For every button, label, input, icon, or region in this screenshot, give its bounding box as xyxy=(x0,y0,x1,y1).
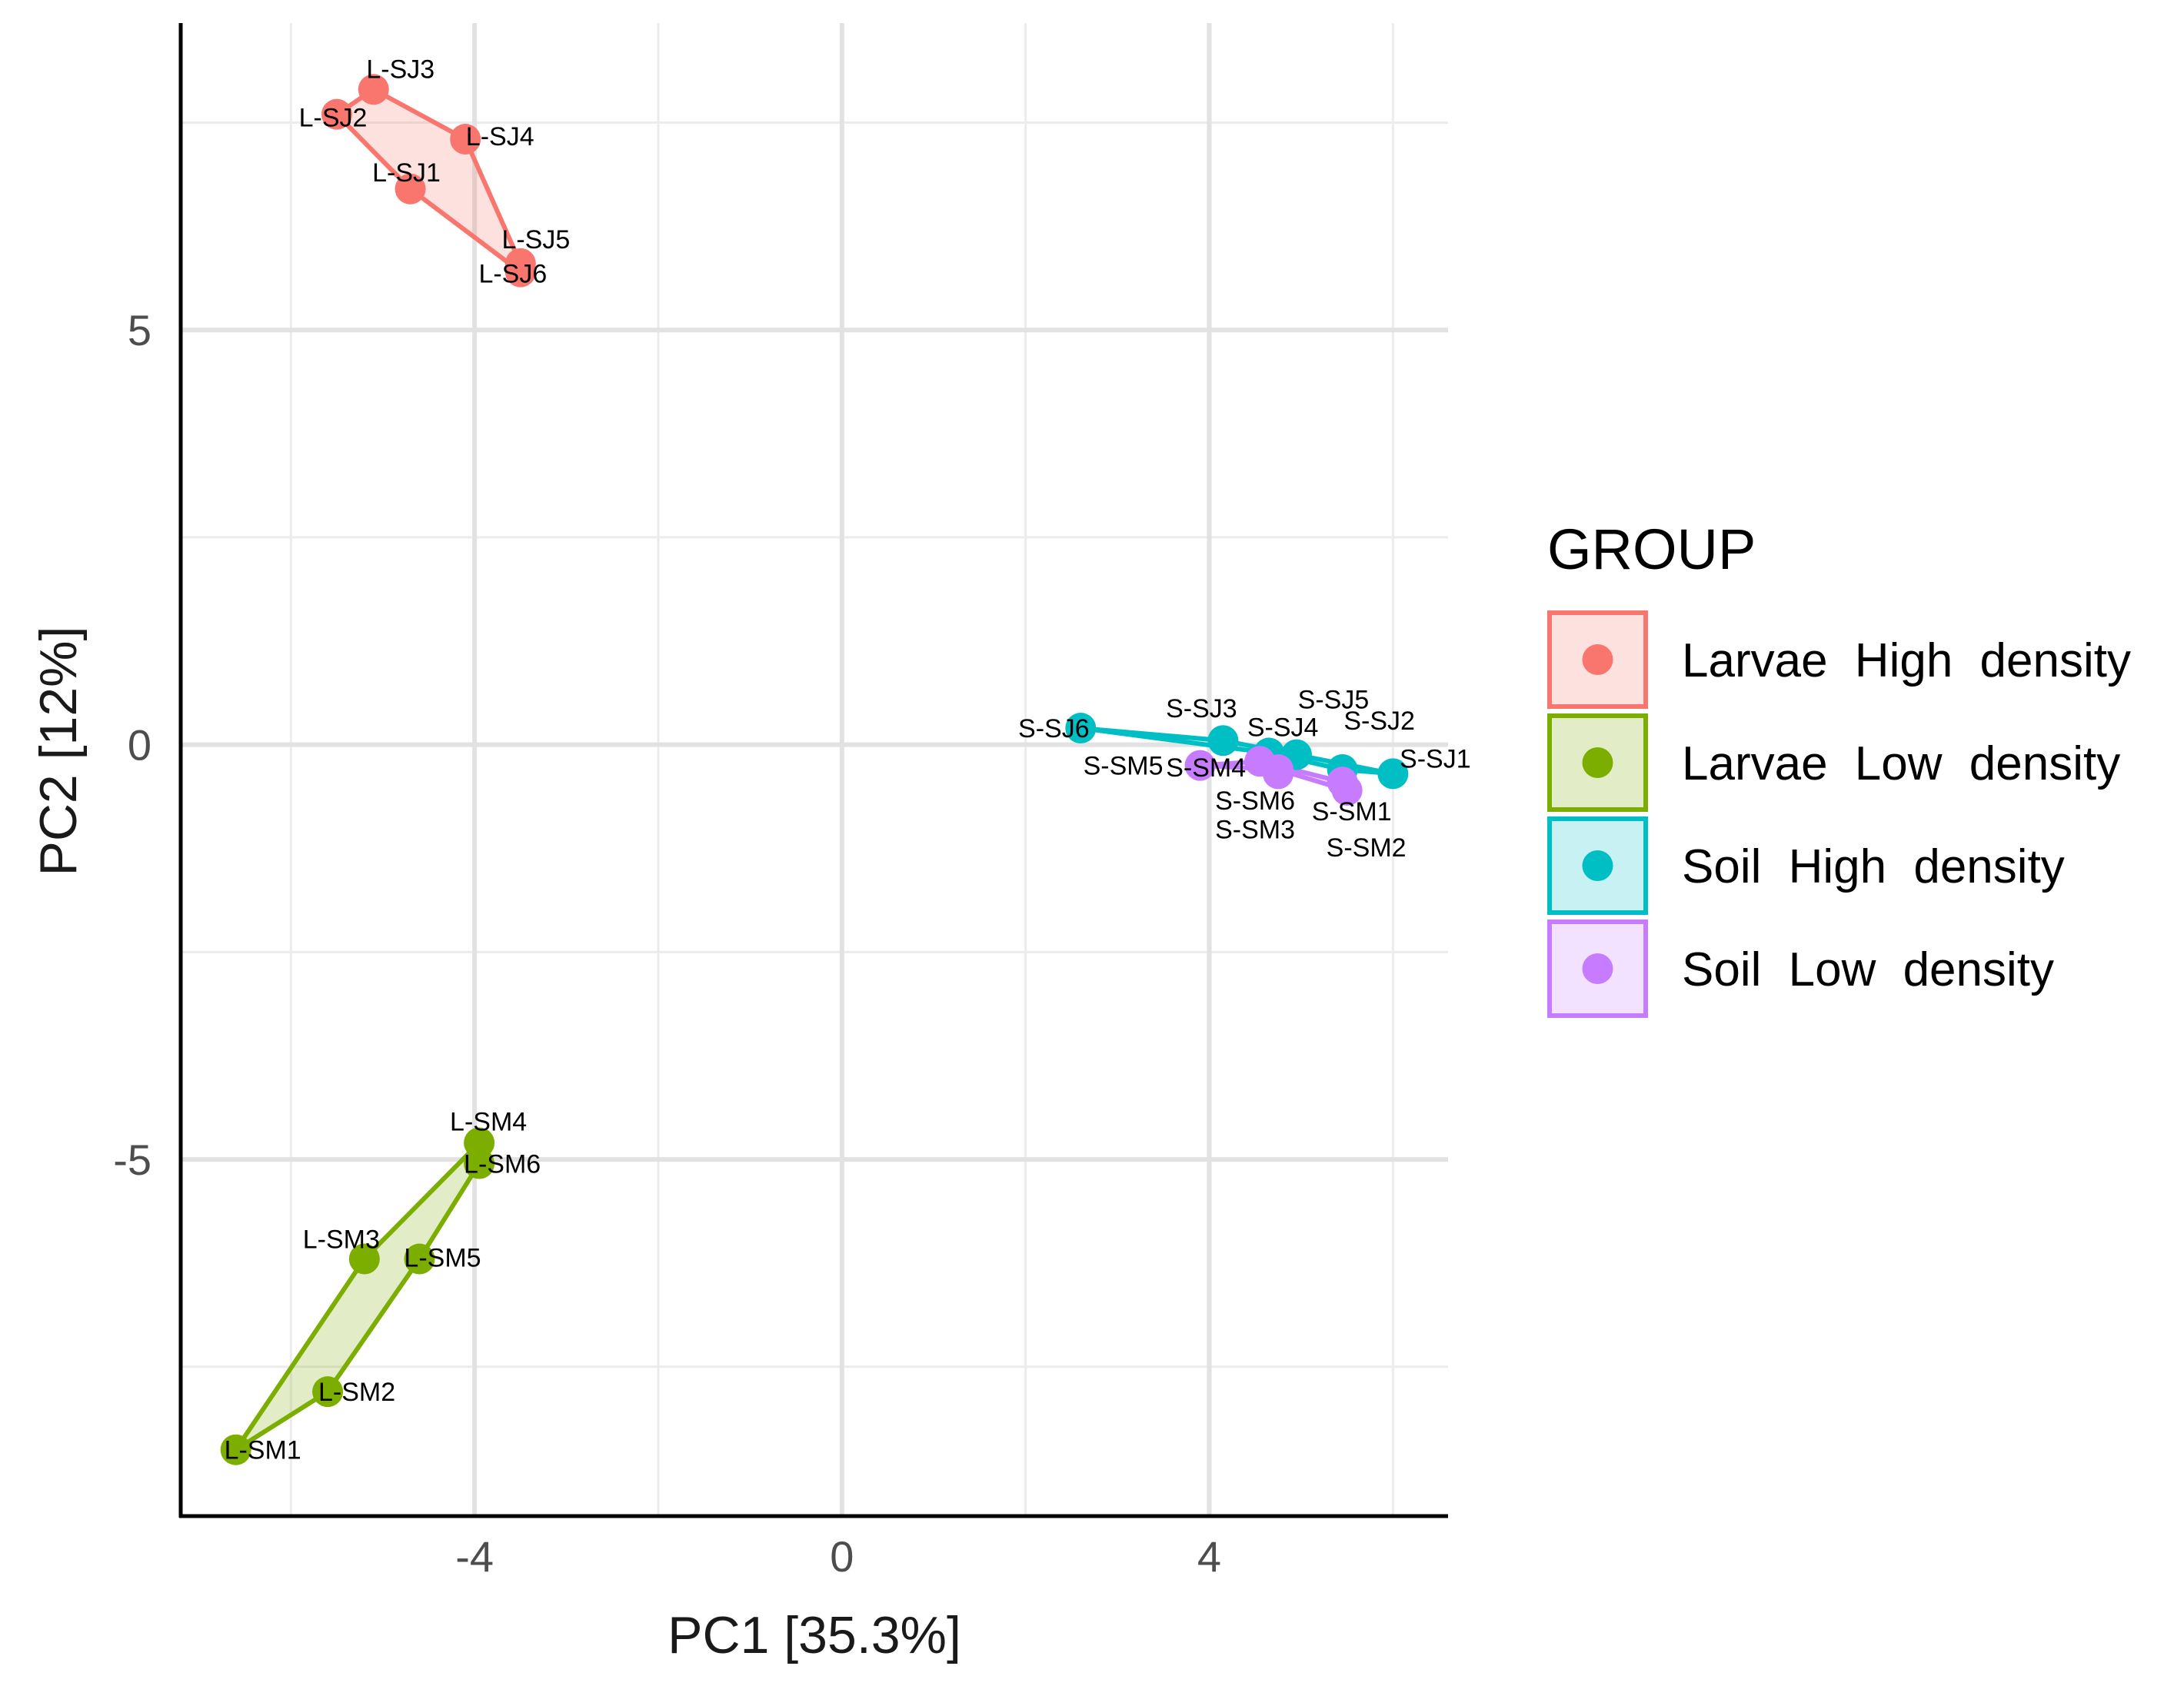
y-tick-label: -5 xyxy=(113,1136,151,1184)
legend-key-point xyxy=(1582,644,1613,675)
data-point xyxy=(404,1243,435,1275)
point-label: L-SM1 xyxy=(225,1436,301,1465)
point-label: S-SJ2 xyxy=(1343,707,1415,736)
y-tick-label: 5 xyxy=(128,306,151,354)
data-point xyxy=(1263,754,1294,785)
point-label: L-SJ2 xyxy=(299,104,368,133)
point-label: L-SM4 xyxy=(450,1108,527,1137)
data-point xyxy=(464,1148,495,1179)
point-label: L-SJ5 xyxy=(501,225,570,254)
point-label: S-SJ6 xyxy=(1018,714,1090,743)
point-label: S-SJ4 xyxy=(1247,713,1319,742)
legend-item: Soil High density xyxy=(1547,816,2065,915)
point-label: L-SM3 xyxy=(303,1225,380,1255)
legend-label: Soil High density xyxy=(1682,840,2065,893)
axes xyxy=(178,23,1448,1518)
point-label: S-SJ5 xyxy=(1298,686,1370,715)
legend-items: Larvae High density Larvae Low density Soi… xyxy=(1547,610,2131,1018)
data-point xyxy=(1207,725,1239,757)
legend-key-point xyxy=(1582,850,1613,881)
point-label: S-SM5 xyxy=(1084,752,1164,781)
legend-key-point xyxy=(1582,953,1613,984)
data-point xyxy=(395,173,426,205)
legend-item: Larvae High density xyxy=(1547,610,2131,709)
data-point xyxy=(1184,750,1216,781)
legend-label: Soil Low density xyxy=(1682,943,2054,996)
x-tick-label: 4 xyxy=(1197,1532,1221,1581)
point-label: L-SJ1 xyxy=(372,158,441,188)
group-hull-3 xyxy=(1078,726,1396,776)
tick-labels: -4 0 4 -5 0 5 xyxy=(113,306,1221,1581)
point-label: S-SJ1 xyxy=(1400,744,1471,773)
x-axis-title: PC1 [35.3%] xyxy=(668,1606,961,1664)
legend-item: Larvae Low density xyxy=(1547,713,2120,812)
legend-item: Soil Low density xyxy=(1547,919,2054,1018)
point-label: L-SJ6 xyxy=(478,260,547,289)
point-label: L-SJ3 xyxy=(366,55,434,84)
point-label: L-SJ4 xyxy=(466,122,534,151)
data-point xyxy=(1377,758,1409,790)
data-point xyxy=(321,98,353,130)
data-point xyxy=(220,1434,251,1465)
x-tick-label: 0 xyxy=(830,1532,854,1581)
data-point xyxy=(312,1376,344,1408)
data-point xyxy=(450,124,481,155)
point-label: L-SM5 xyxy=(404,1244,481,1273)
point-label: S-SM4 xyxy=(1166,753,1246,783)
point-label: S-SM1 xyxy=(1312,797,1392,826)
y-axis-title: PC2 [12%] xyxy=(29,626,88,876)
data-point xyxy=(1065,713,1097,744)
data-points xyxy=(220,74,1409,1465)
legend: GROUP Larvae High density Larvae Low dens… xyxy=(1547,517,2131,1018)
data-point xyxy=(358,74,389,105)
point-label: L-SM6 xyxy=(464,1149,541,1179)
point-label: S-SJ3 xyxy=(1166,694,1237,723)
x-tick-label: -4 xyxy=(455,1532,494,1581)
point-label: S-SM6 xyxy=(1215,786,1295,816)
legend-label: Larvae Low density xyxy=(1682,737,2120,790)
point-label: S-SM2 xyxy=(1327,833,1407,863)
point-label: S-SM3 xyxy=(1215,815,1295,844)
legend-key-point xyxy=(1582,747,1613,778)
data-point xyxy=(504,256,536,288)
legend-title: GROUP xyxy=(1547,517,1756,581)
legend-label: Larvae High density xyxy=(1682,634,2131,687)
y-tick-label: 0 xyxy=(128,721,151,770)
data-point xyxy=(348,1243,380,1275)
data-point xyxy=(1331,774,1363,806)
point-label: L-SM2 xyxy=(318,1378,395,1407)
